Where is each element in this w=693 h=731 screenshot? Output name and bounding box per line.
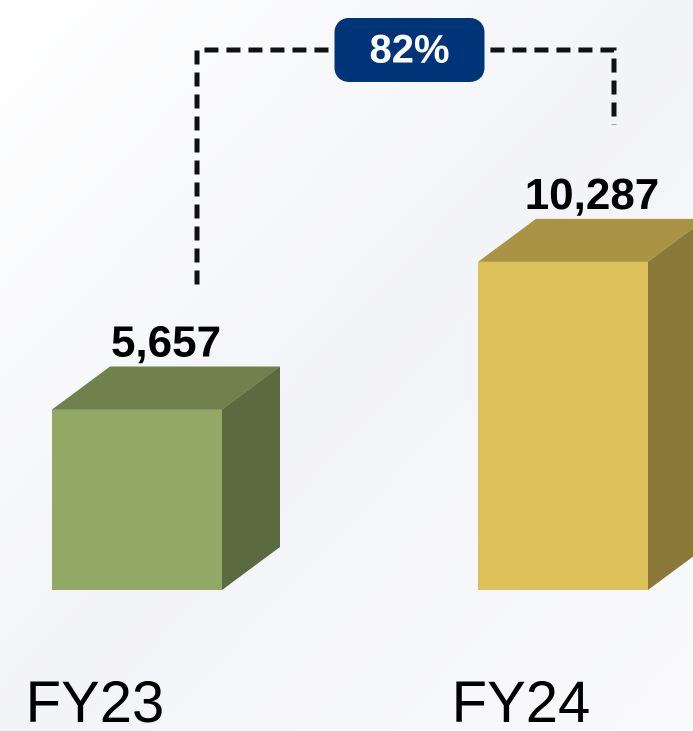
bar-front	[52, 409, 222, 590]
value-label: 5,657	[111, 318, 221, 367]
bar-side	[222, 366, 280, 590]
growth-label: 82%	[369, 28, 449, 72]
bar-front	[478, 261, 648, 590]
category-label: FY23	[26, 670, 165, 731]
growth-badge	[334, 18, 485, 82]
bar-top	[478, 218, 693, 262]
value-label: 10,287	[525, 170, 660, 219]
category-label: FY24	[452, 670, 591, 731]
bar-side	[648, 228, 693, 590]
bar-top	[52, 366, 280, 410]
